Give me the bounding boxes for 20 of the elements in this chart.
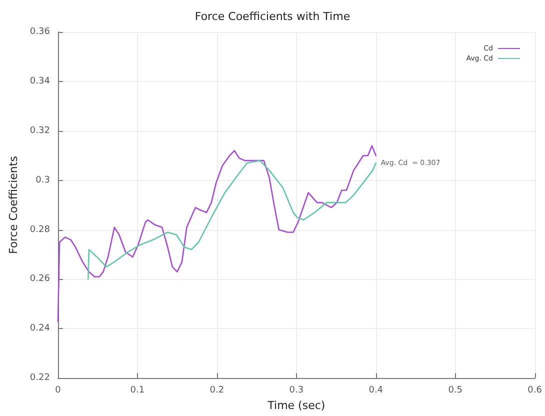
x-tick-label: 0.2: [210, 386, 224, 396]
y-tick-label: 0.3: [36, 175, 50, 186]
y-tick-label: 0.28: [30, 224, 50, 235]
y-tick-label: 0.24: [30, 324, 50, 334]
y-axis-title: Force Coefficients: [7, 156, 20, 254]
y-tick-label: 0.26: [30, 274, 50, 284]
y-tick-label: 0.22: [30, 373, 50, 384]
x-tick-label: 0.3: [289, 386, 304, 396]
x-tick-label: 0: [55, 386, 62, 396]
y-tick-label: 0.36: [30, 27, 50, 37]
line-series: [57, 145, 377, 322]
line-series: [87, 160, 377, 280]
x-axis-title: Time (sec): [266, 399, 326, 412]
y-tick-label: 0.32: [30, 126, 50, 136]
x-tick-label: 0.5: [448, 386, 463, 396]
x-tick-label: 0.1: [130, 386, 145, 396]
chart-title: Force Coefficients with Time: [194, 10, 350, 23]
x-tick-label: 0.4: [368, 386, 384, 396]
x-tick-label: 0.6: [528, 386, 542, 396]
y-tick-label: 0.34: [30, 76, 50, 86]
